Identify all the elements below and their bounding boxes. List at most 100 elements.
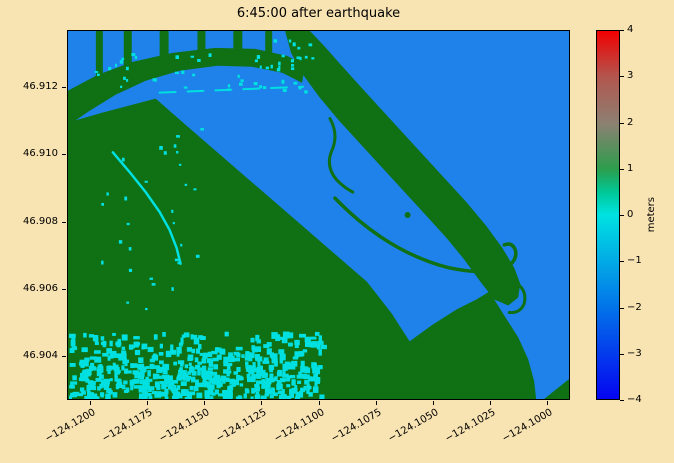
flooded-lowland-speckle [264,393,269,397]
colorbar-tick [620,76,624,78]
flooded-lowland-dense-speckle [194,382,200,387]
spit-shallows-speckle [281,79,285,84]
spit-shallows-speckle [192,73,196,77]
flooded-lowland-dense-speckle [228,396,233,399]
flooded-lowland-dense-speckle [145,366,150,370]
flooded-lowland-dense-speckle [210,384,215,390]
flooded-lowland-speckle [250,377,256,383]
flooded-lowland-dense-speckle [194,364,201,370]
spit-shallows-speckle [197,58,201,62]
y-tick [62,154,66,156]
spit-shallows-speckle [125,66,129,71]
flooded-lowland-speckle [121,350,127,355]
flooded-lowland-speckle [186,347,192,352]
spit-shallows-speckle [293,81,298,85]
flooded-lowland-speckle [253,368,260,373]
flooded-lowland-speckle [298,390,304,398]
flooded-lowland-speckle [268,377,275,382]
plot-area [67,30,570,400]
flooded-lowland-dense-speckle [116,369,120,375]
flooded-lowland-dense-speckle [151,391,156,395]
flooded-lowland-dense-speckle [216,382,221,389]
flooded-lowland-speckle [252,346,258,353]
flooded-lowland-speckle [73,391,80,396]
flooded-lowland-speckle [117,338,121,344]
flooded-lowland-speckle [191,348,196,354]
flooded-lowland-dense-speckle [156,375,162,379]
flooded-lowland-speckle [168,381,175,387]
flooded-lowland-dense-speckle [148,395,153,399]
midtown-ponds-speckle [176,150,179,154]
flooded-lowland-dense-speckle [138,385,145,391]
flooded-lowland-dense-speckle [138,371,145,377]
flooded-lowland-dense-speckle [113,366,119,372]
flooded-lowland-speckle [254,353,260,361]
flooded-lowland-speckle [121,334,128,341]
flooded-lowland-dense-speckle [186,394,192,399]
flooded-lowland-speckle [175,388,179,393]
flooded-lowland-speckle [164,396,169,399]
colorbar-tick-label: 4 [627,24,634,35]
flooded-lowland-dense-speckle [193,385,199,392]
flooded-lowland-speckle [183,332,190,338]
spit-shallows-speckle [226,88,231,92]
flooded-lowland-dense-speckle [186,391,192,396]
flooded-lowland-dense-speckle [141,366,147,373]
flooded-lowland-speckle [158,351,164,356]
dockhead-shallows-speckle [273,39,278,43]
flooded-lowland-speckle [243,393,247,399]
flooded-lowland-speckle [251,374,258,379]
flooded-lowland-speckle [162,331,166,337]
flooded-lowland-dense-speckle [198,367,204,371]
dockhead-shallows-speckle [270,64,273,69]
flooded-lowland-dense-speckle [73,381,78,385]
flooded-lowland-dense-speckle [173,385,177,389]
flooded-lowland-speckle [245,351,250,357]
midtown-ponds-speckle [180,243,183,247]
spit-shallows-speckle [108,66,112,71]
flooded-lowland-dense-speckle [121,365,125,371]
flooded-lowland-speckle [190,391,196,396]
spit-shallows-speckle [120,85,123,89]
flooded-lowland-speckle [294,342,299,349]
flooded-lowland-dense-speckle [251,387,256,394]
flooded-lowland-dense-speckle [142,390,149,397]
flooded-lowland-speckle [279,336,284,340]
flooded-lowland-dense-speckle [80,363,85,368]
colorbar-tick [620,307,624,309]
flooded-lowland-speckle [149,386,155,391]
midtown-ponds-speckle [174,258,179,262]
flooded-lowland-dense-speckle [178,368,183,374]
midtown-ponds-speckle [118,240,123,244]
flooded-lowland-dense-speckle [182,375,187,381]
flooded-lowland-dense-speckle [294,396,301,399]
flooded-lowland-speckle [69,333,76,339]
flooded-lowland-dense-speckle [286,395,292,399]
flooded-lowland-dense-speckle [227,362,233,367]
dockhead-shallows-speckle [308,43,313,47]
flooded-lowland-speckle [197,382,204,388]
midtown-ponds-speckle [173,144,177,148]
flooded-lowland-dense-speckle [99,383,103,389]
flooded-lowland-dense-speckle [133,385,140,389]
flooded-lowland-speckle [205,374,210,380]
spit-shallows-speckle [96,73,100,76]
flooded-lowland-dense-speckle [209,396,214,399]
flooded-lowland-speckle [107,355,111,361]
dock [197,31,206,52]
flooded-lowland-dense-speckle [126,370,132,374]
flooded-lowland-speckle [280,394,287,399]
spit-shallows-speckle [259,65,262,69]
x-tick [147,401,149,405]
spit-shallows-speckle [296,56,300,60]
flooded-lowland-dense-speckle [277,390,284,394]
flooded-lowland-speckle [298,351,304,357]
flooded-lowland-speckle [154,381,160,388]
flooded-lowland-dense-speckle [314,377,321,383]
flooded-lowland-speckle [112,392,118,398]
flooded-lowland-speckle [218,393,223,397]
flooded-lowland-dense-speckle [303,368,309,373]
spit-shallows-speckle [282,88,287,92]
flooded-lowland-speckle [306,389,310,394]
flooded-lowland-speckle [228,352,233,357]
